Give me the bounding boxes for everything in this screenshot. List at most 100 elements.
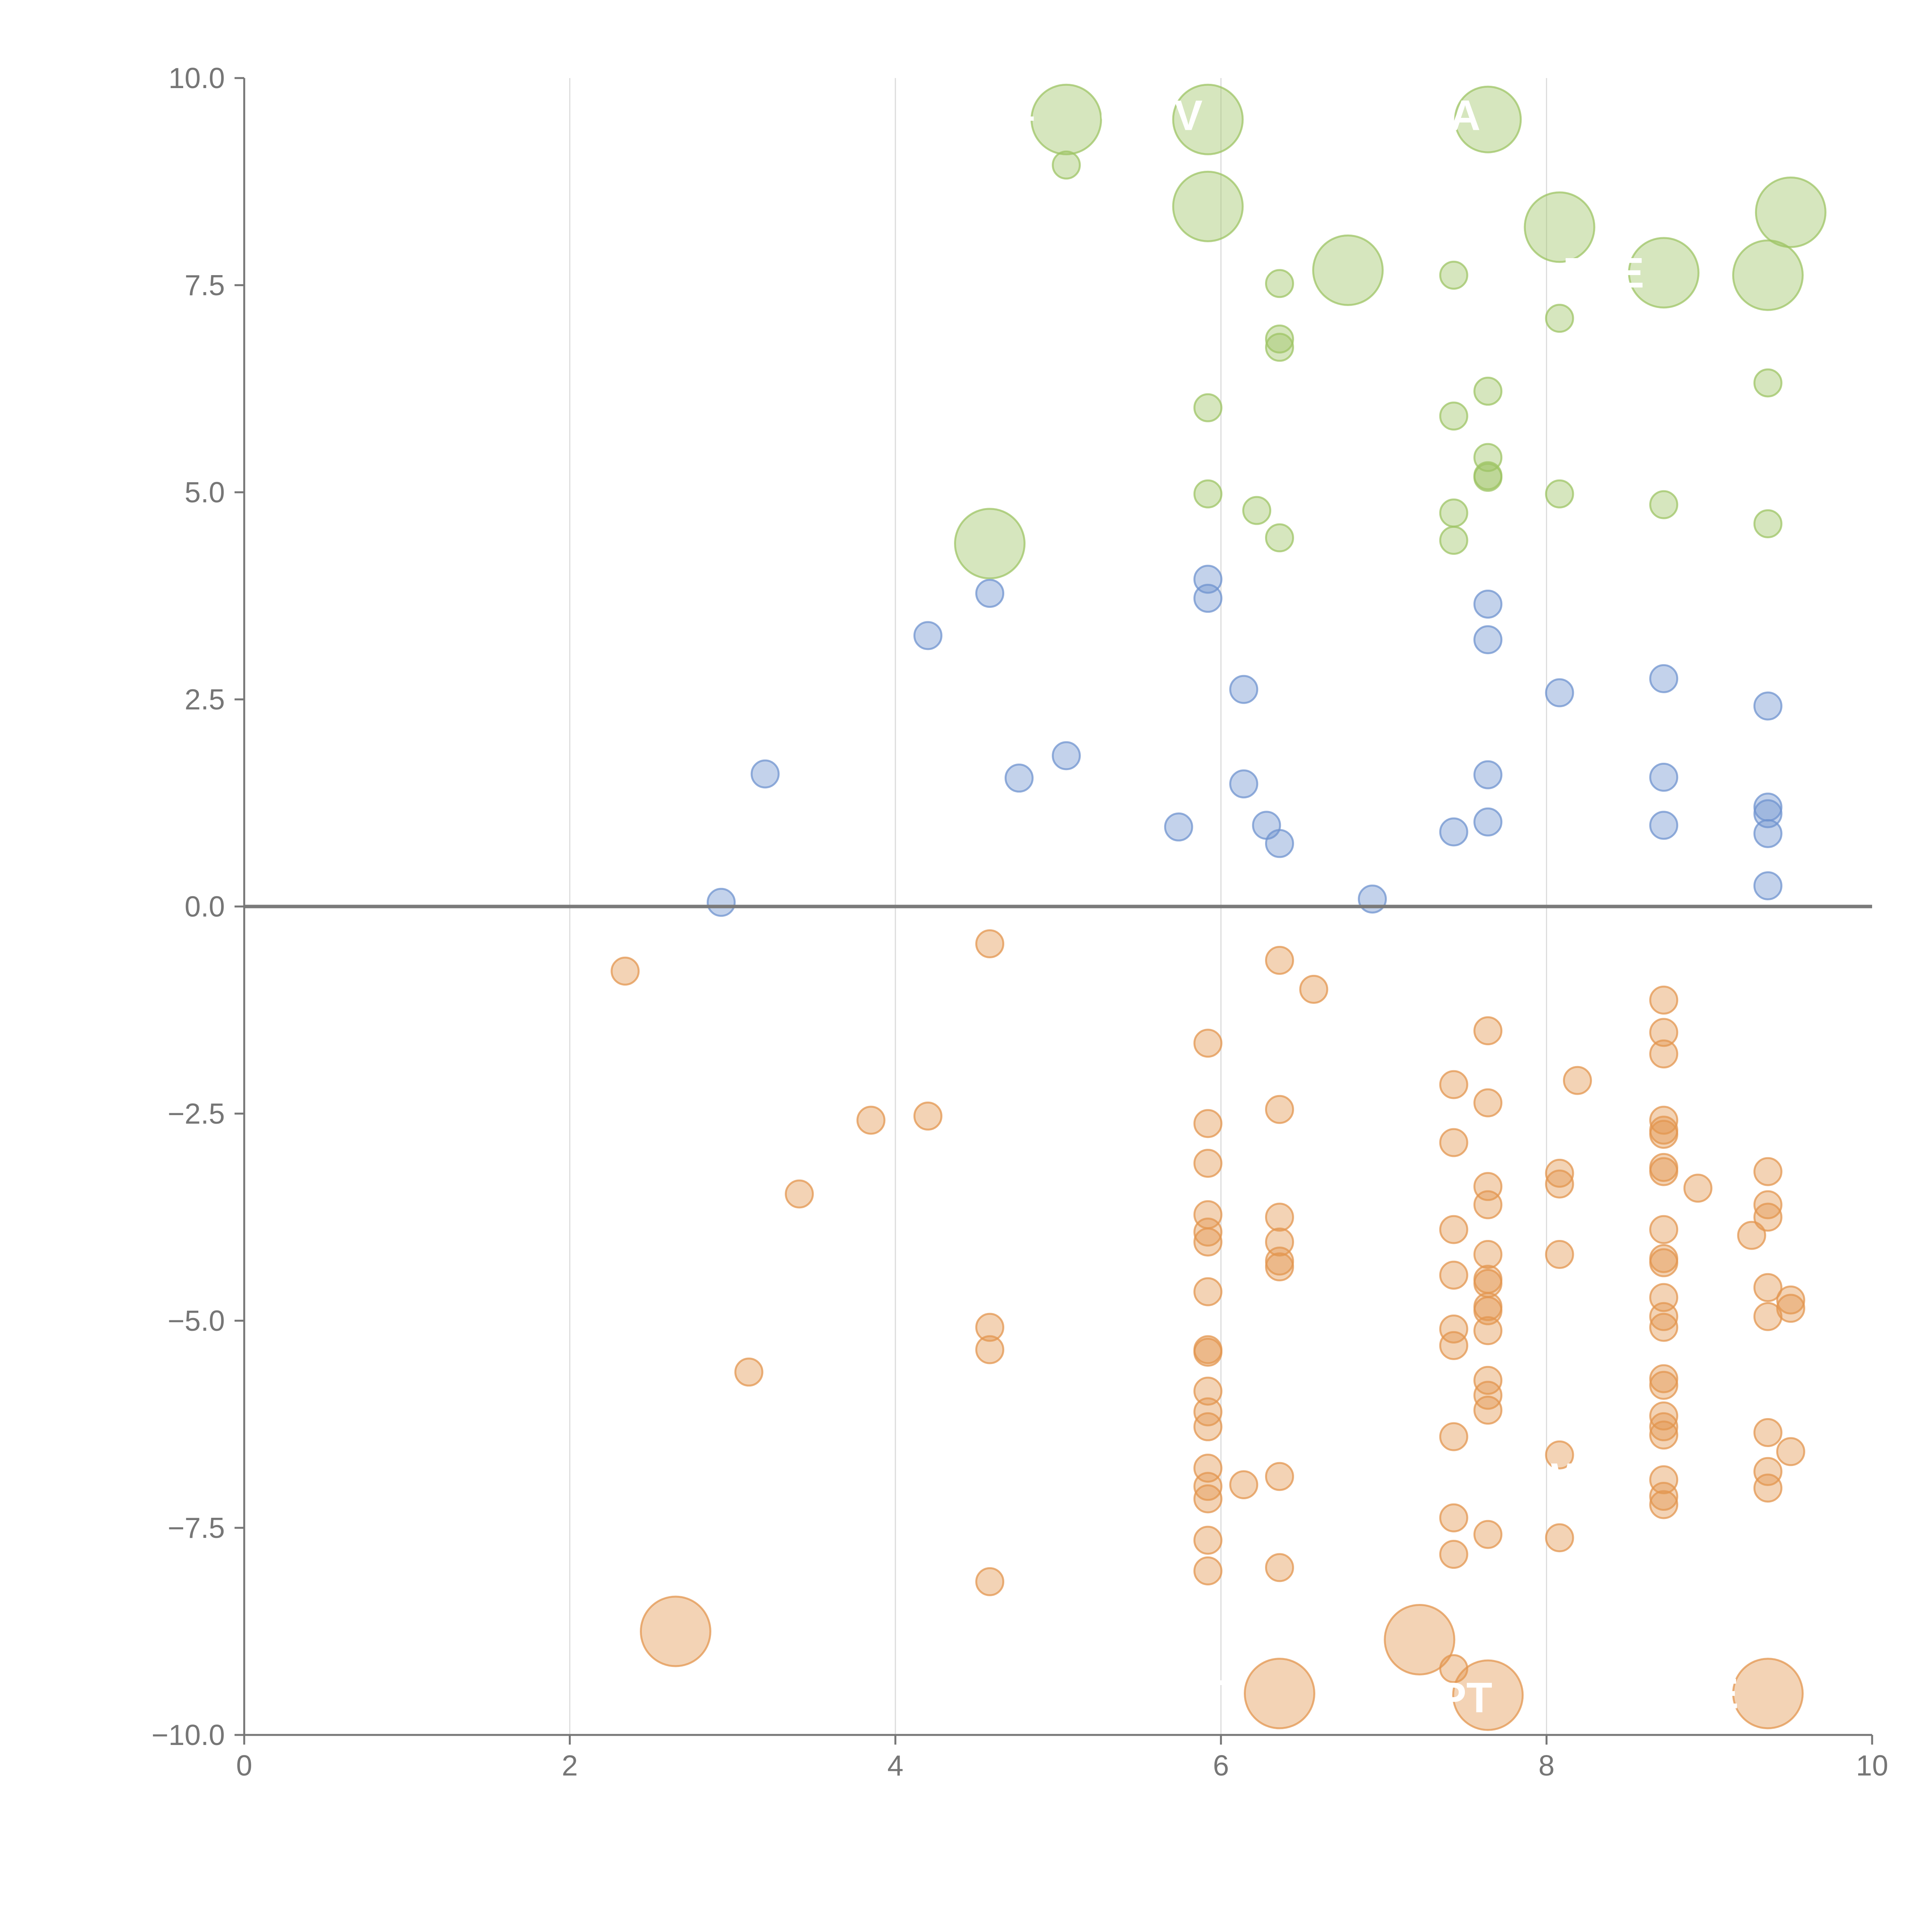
x-tick-label: 8 <box>1539 1749 1555 1782</box>
data-point <box>1052 741 1081 770</box>
data-point <box>975 929 1005 958</box>
data-point <box>1649 1302 1679 1331</box>
data-point <box>1439 1331 1468 1360</box>
data-point <box>1439 1070 1468 1099</box>
data-point <box>1732 239 1804 311</box>
data-point <box>1753 368 1782 398</box>
data-point <box>1473 376 1503 406</box>
data-point <box>1265 1462 1294 1491</box>
data-point <box>1473 807 1503 837</box>
data-point <box>1649 490 1679 519</box>
data-point <box>1649 1120 1679 1149</box>
data-point <box>975 1567 1005 1596</box>
data-point <box>1545 1240 1574 1269</box>
data-point <box>1172 83 1244 155</box>
data-point <box>611 956 640 986</box>
y-tick-label: 7.5 <box>185 269 225 301</box>
data-point <box>1193 1109 1223 1138</box>
bubble-label: C <box>1100 92 1130 139</box>
data-point <box>1545 1440 1574 1469</box>
data-point <box>1649 1248 1679 1277</box>
bubble-label: E <box>1710 1670 1738 1718</box>
data-point <box>975 1313 1005 1342</box>
data-point <box>1299 975 1328 1004</box>
data-point <box>1473 1316 1503 1345</box>
data-point <box>1649 1215 1679 1244</box>
bubble-label: T <box>1198 1672 1224 1719</box>
data-point <box>1265 333 1294 362</box>
data-point <box>1753 1190 1782 1219</box>
data-point <box>1753 1273 1782 1302</box>
data-point <box>1439 1215 1468 1244</box>
ticks: 0 2 4 6 8 10 10.0 7.5 5.0 2.5 0.0 −2.5 −5.0 −7.5 −10.0 <box>151 62 1888 1782</box>
data-point <box>1265 1095 1294 1124</box>
data-point <box>1229 675 1259 704</box>
y-tick-label: 10.0 <box>168 62 225 94</box>
data-point <box>1753 1418 1782 1447</box>
data-point <box>1683 1173 1713 1203</box>
data-point <box>1265 324 1294 354</box>
data-point <box>1242 496 1271 525</box>
data-point <box>1628 237 1700 309</box>
x-tick-label: 2 <box>562 1749 578 1782</box>
data-point <box>1649 1157 1679 1186</box>
data-point <box>1265 1202 1294 1232</box>
data-point <box>1265 269 1294 298</box>
data-point <box>1439 1422 1468 1451</box>
data-point <box>1524 191 1595 263</box>
data-point <box>734 1357 764 1387</box>
data-point <box>1649 811 1679 840</box>
data-point <box>1545 1158 1574 1188</box>
data-point <box>1753 1302 1782 1331</box>
data-point <box>1193 393 1223 422</box>
data-point <box>1193 1412 1223 1441</box>
data-point <box>975 1335 1005 1364</box>
data-point <box>1439 1314 1468 1344</box>
data-point <box>1776 1437 1805 1466</box>
data-point <box>1753 509 1782 538</box>
data-point <box>1649 1039 1679 1069</box>
data-point <box>1473 589 1503 619</box>
x-tick-label: 6 <box>1213 1749 1229 1782</box>
data-point <box>1193 583 1223 613</box>
data-point <box>1439 1260 1468 1290</box>
data-point <box>1193 1218 1223 1247</box>
bubble-label: V <box>1174 92 1202 139</box>
data-point <box>1439 817 1468 847</box>
data-point <box>1753 871 1782 900</box>
data-point <box>1439 1503 1468 1532</box>
data-point <box>1193 1556 1223 1585</box>
data-point <box>1473 1016 1503 1046</box>
data-point <box>1193 1149 1223 1178</box>
data-point <box>1193 1029 1223 1058</box>
data-point <box>1193 1472 1223 1501</box>
bubble-label: E <box>1616 249 1644 297</box>
data-points <box>611 83 1827 1731</box>
data-point <box>1265 1252 1294 1282</box>
data-point <box>1439 1128 1468 1157</box>
data-point <box>1753 691 1782 721</box>
data-point <box>1473 1190 1503 1219</box>
data-point <box>1031 83 1102 155</box>
data-point <box>1649 1018 1679 1047</box>
data-point <box>1004 764 1034 793</box>
data-point <box>1358 884 1387 914</box>
data-point <box>1473 1088 1503 1117</box>
data-point <box>1545 479 1574 509</box>
data-point <box>785 1179 814 1209</box>
y-tick-label: −5.0 <box>168 1304 225 1337</box>
data-point <box>1753 1157 1782 1186</box>
x-tick-label: 4 <box>887 1749 903 1782</box>
data-point <box>1649 1490 1679 1519</box>
data-point <box>1473 1396 1503 1425</box>
data-point <box>1649 1412 1679 1441</box>
data-point <box>1753 799 1782 828</box>
data-point <box>1229 769 1259 799</box>
data-point <box>1473 760 1503 789</box>
data-point <box>1384 1604 1456 1675</box>
data-point <box>1439 260 1468 290</box>
data-point <box>1193 1526 1223 1555</box>
data-point <box>1473 1366 1503 1395</box>
data-point <box>1473 1381 1503 1410</box>
